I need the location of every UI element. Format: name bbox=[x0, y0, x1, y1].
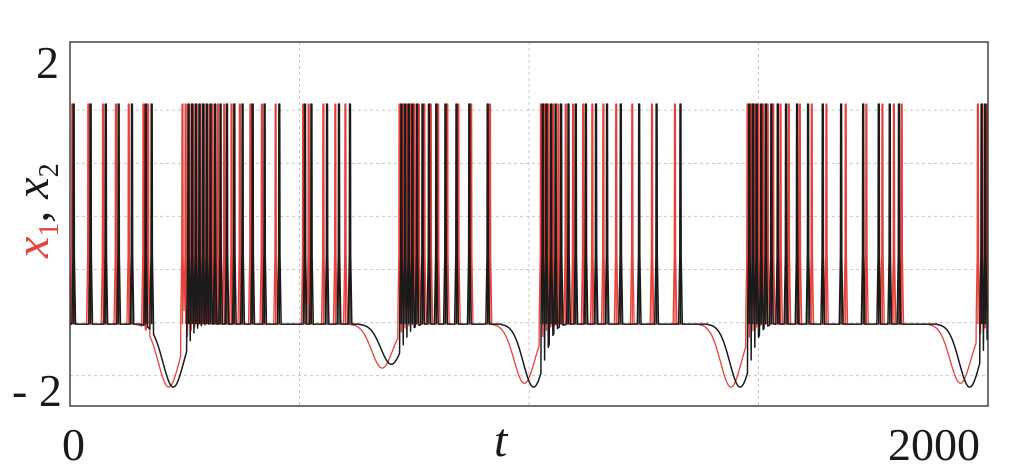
y-tick-label-bottom: - 2 bbox=[12, 365, 62, 416]
y-label-x2-subscript: 2 bbox=[34, 163, 65, 177]
y-tick-label-top: 2 bbox=[36, 37, 59, 88]
series-layer bbox=[69, 103, 989, 388]
series-line-x2 bbox=[69, 103, 989, 388]
y-label-x1: x bbox=[6, 237, 59, 259]
x-tick-label-start: 0 bbox=[62, 419, 85, 470]
y-label-x2: x bbox=[6, 177, 59, 199]
y-axis-label: x1, x2 bbox=[6, 163, 65, 259]
x-tick-label-end: 2000 bbox=[888, 419, 980, 470]
y-label-x1-subscript: 1 bbox=[34, 223, 65, 237]
plot-frame bbox=[69, 41, 989, 407]
x-axis-label: t bbox=[494, 414, 509, 467]
y-label-separator: , bbox=[6, 199, 59, 223]
